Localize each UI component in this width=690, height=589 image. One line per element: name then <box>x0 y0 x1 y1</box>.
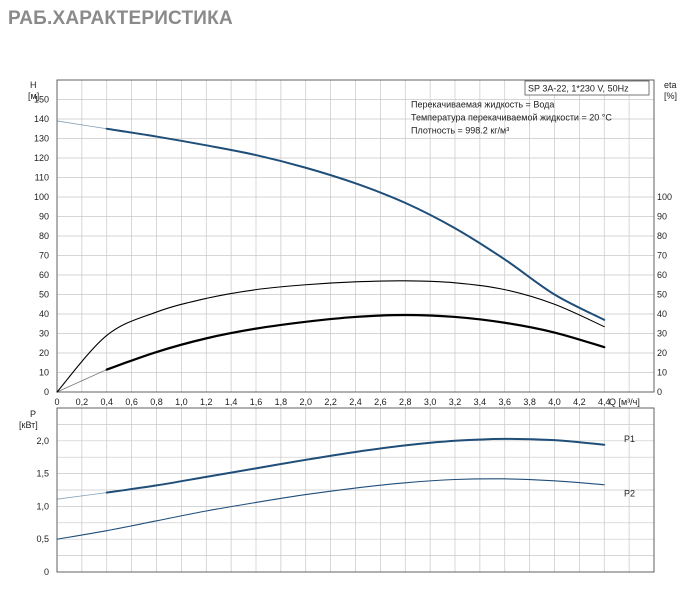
chart-curves <box>56 120 606 540</box>
model-label-box <box>524 80 650 96</box>
head-tick-label: 20 <box>39 348 49 358</box>
efficiency-curve-lower-startup <box>56 369 107 393</box>
efficiency-tick-label: 50 <box>657 290 667 300</box>
efficiency-tick-label: 70 <box>657 251 667 261</box>
power-tick-label: 2,0 <box>36 436 49 446</box>
efficiency-tick-label: 10 <box>657 368 667 378</box>
power-axis-unit: [кВт] <box>19 420 38 430</box>
power-tick-label: 0,5 <box>36 534 49 544</box>
head-tick-label: 120 <box>34 153 49 163</box>
head-tick-label: 0 <box>44 387 49 397</box>
efficiency-tick-label: 60 <box>657 270 667 280</box>
flow-tick-label: 2,8 <box>399 397 412 407</box>
power-chart-frame <box>56 407 655 573</box>
info-box: SP 3A-22, 1*230 V, 50Hz Перекачиваемая ж… <box>411 80 650 136</box>
chart-labels: H[м]eta[%]010203040506070809010011012013… <box>19 80 677 577</box>
head-tick-label: 130 <box>34 134 49 144</box>
head-tick-label: 100 <box>34 192 49 202</box>
power-axis-label: P <box>30 409 36 419</box>
info-line-liquid: Перекачиваемая жидкость = Вода <box>411 100 554 110</box>
flow-tick-label: 2,2 <box>324 397 337 407</box>
efficiency-axis-label: eta <box>664 80 677 90</box>
power-tick-label: 0 <box>44 567 49 577</box>
power-curve-p1 <box>105 437 606 494</box>
efficiency-tick-label: 80 <box>657 231 667 241</box>
flow-axis-label: Q [м³/ч] <box>609 397 640 407</box>
power-curve-p1-startup <box>56 492 107 500</box>
flow-tick-label: 3,8 <box>523 397 536 407</box>
flow-tick-label: 1,4 <box>225 397 238 407</box>
efficiency-tick-label: 20 <box>657 348 667 358</box>
head-tick-label: 10 <box>39 368 49 378</box>
head-tick-label: 30 <box>39 329 49 339</box>
flow-tick-label: 0 <box>54 397 59 407</box>
head-tick-label: 50 <box>39 290 49 300</box>
efficiency-curve-lower <box>105 313 606 371</box>
flow-tick-label: 4,2 <box>573 397 586 407</box>
flow-tick-label: 4,4 <box>598 397 611 407</box>
head-chart-frame <box>56 79 655 393</box>
head-tick-label: 140 <box>34 114 49 124</box>
head-curve <box>105 127 606 321</box>
flow-tick-label: 3,0 <box>424 397 437 407</box>
efficiency-curve-upper <box>56 280 605 393</box>
series-label-p1: P1 <box>624 434 635 444</box>
efficiency-tick-label: 90 <box>657 212 667 222</box>
flow-tick-label: 1,0 <box>175 397 188 407</box>
flow-tick-label: 3,4 <box>474 397 487 407</box>
series-label-p2: P2 <box>624 488 635 498</box>
page-title: РАБ.ХАРАКТЕРИСТИКА <box>8 8 233 29</box>
flow-tick-label: 1,6 <box>250 397 263 407</box>
flow-tick-label: 0,8 <box>150 397 163 407</box>
flow-tick-label: 3,2 <box>449 397 462 407</box>
efficiency-tick-label: 30 <box>657 329 667 339</box>
head-chart-grid <box>56 79 655 393</box>
power-curve-p2 <box>56 478 605 540</box>
head-axis-label: H <box>30 80 37 90</box>
head-tick-label: 60 <box>39 270 49 280</box>
head-tick-label: 110 <box>35 173 49 183</box>
power-tick-label: 1,5 <box>36 469 49 479</box>
info-line-temperature: Температура перекачиваемой жидкости = 20… <box>411 113 612 123</box>
power-chart-grid <box>56 407 655 573</box>
flow-tick-label: 1,2 <box>200 397 213 407</box>
head-tick-label: 80 <box>39 231 49 241</box>
flow-tick-label: 2,4 <box>349 397 362 407</box>
flow-tick-label: 2,6 <box>374 397 387 407</box>
head-tick-label: 90 <box>39 212 49 222</box>
flow-tick-label: 0,6 <box>125 397 138 407</box>
flow-tick-label: 3,6 <box>498 397 511 407</box>
head-tick-label: 70 <box>39 251 49 261</box>
efficiency-tick-label: 40 <box>657 309 667 319</box>
flow-tick-label: 0,4 <box>100 397 113 407</box>
flow-tick-label: 1,8 <box>275 397 288 407</box>
efficiency-axis-unit: [%] <box>664 91 677 101</box>
flow-tick-label: 4,0 <box>548 397 561 407</box>
flow-tick-label: 2,0 <box>299 397 312 407</box>
head-tick-label: 150 <box>34 95 49 105</box>
model-label: SP 3A-22, 1*230 V, 50Hz <box>528 84 629 94</box>
power-tick-label: 1,0 <box>36 501 49 511</box>
efficiency-tick-label: 100 <box>657 192 672 202</box>
efficiency-tick-label: 0 <box>657 387 662 397</box>
info-line-density: Плотность = 998.2 кг/м³ <box>411 126 509 136</box>
flow-tick-label: 0,2 <box>76 397 89 407</box>
head-tick-label: 40 <box>39 309 49 319</box>
head-axis-unit: [м] <box>28 91 39 101</box>
head-curve-startup <box>56 120 107 130</box>
